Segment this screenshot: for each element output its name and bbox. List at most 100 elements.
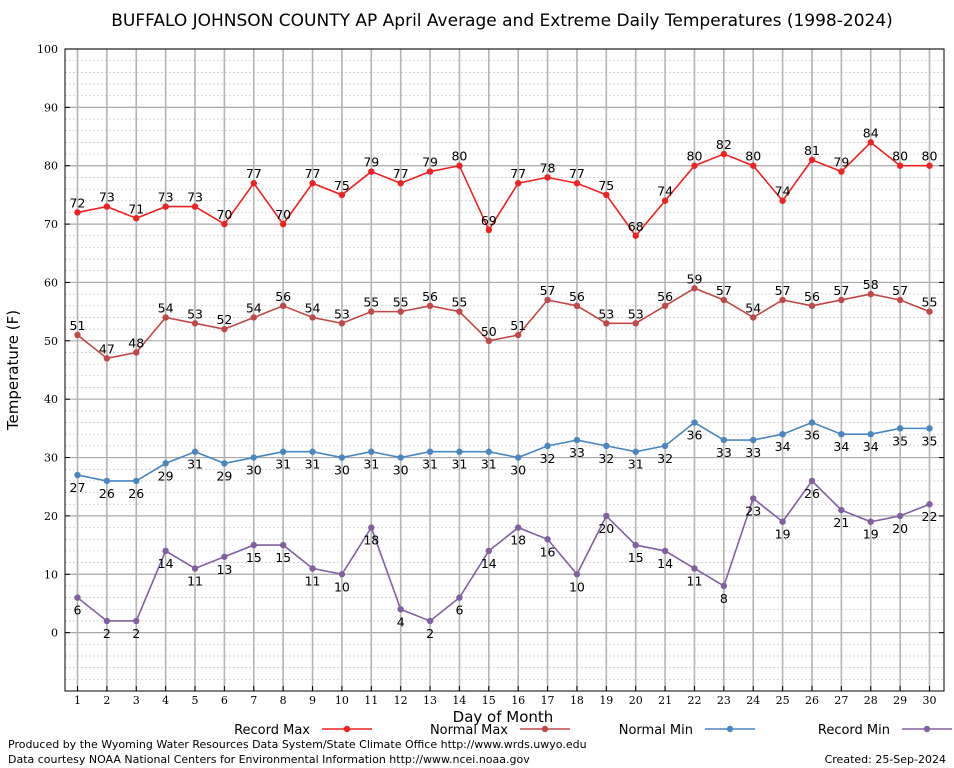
normal-min-point [544, 442, 551, 450]
normal-max-data-label: 47 [99, 341, 115, 356]
record-max-point [632, 232, 639, 239]
x-tick-label: 15 [482, 694, 496, 707]
normal-min-data-label: 35 [892, 433, 908, 448]
chart-title: BUFFALO JOHNSON COUNTY AP April Average … [111, 11, 893, 31]
normal-min-data-label: 33 [745, 445, 761, 460]
normal-min-data-label: 32 [598, 451, 614, 466]
y-axis-label: Temperature (F) [4, 310, 22, 431]
normal-min-line [77, 421, 930, 482]
footer-source: Data courtesy NOAA National Centers for … [8, 753, 530, 766]
normal-min-point [133, 477, 140, 485]
record-max-data-label: 69 [481, 213, 497, 228]
normal-max-point [191, 320, 199, 327]
record-min-data-label: 26 [804, 486, 820, 501]
record-min-data-label: 6 [455, 603, 463, 618]
normal-max-data-label: 57 [833, 283, 849, 298]
normal-max-point [573, 302, 581, 309]
normal-min-data-label: 32 [540, 451, 556, 466]
record-min-data-label: 23 [745, 503, 761, 518]
normal-min-point [779, 431, 786, 438]
normal-min-point [661, 442, 669, 450]
normal-min-data-label: 31 [305, 457, 321, 472]
record-max-point [426, 168, 434, 175]
x-tick-label: 14 [452, 694, 466, 707]
normal-min-point [309, 448, 316, 455]
normal-min-point [74, 471, 81, 479]
x-tick-label: 10 [335, 694, 349, 707]
record-max-data-label: 70 [216, 207, 232, 222]
record-max-point [926, 162, 933, 169]
normal-max-data-label: 52 [216, 312, 232, 327]
record-min-data-label: 2 [132, 626, 140, 641]
record-min-data-label: 18 [510, 533, 526, 548]
record-min-data-label: 4 [397, 614, 405, 629]
normal-max-data-label: 55 [393, 295, 409, 310]
record-max-point [838, 168, 845, 175]
record-max-data-label: 75 [598, 178, 614, 193]
normal-max-data-label: 58 [863, 277, 879, 292]
normal-min-data-label: 36 [804, 428, 820, 443]
normal-max-point [691, 285, 698, 292]
x-tick-label: 17 [541, 694, 555, 707]
normal-min-point [926, 425, 933, 432]
normal-max-point [133, 349, 140, 356]
normal-max-point [250, 314, 257, 321]
record-max-data-label: 73 [187, 190, 203, 205]
record-max-point [720, 150, 728, 158]
normal-max-data-label: 57 [775, 283, 791, 298]
legend-label-record-max: Record Max [234, 723, 310, 738]
normal-min-data-label: 26 [128, 486, 144, 501]
record-max-point [221, 220, 228, 228]
x-tick-label: 1 [74, 694, 81, 707]
normal-min-point [191, 448, 199, 455]
record-max-point [750, 162, 757, 169]
record-min-point [779, 518, 786, 525]
record-min-point [368, 524, 375, 531]
record-min-point [191, 565, 199, 572]
normal-min-data-label: 34 [833, 439, 849, 454]
record-min-point [250, 541, 257, 549]
normal-max-point [750, 314, 757, 321]
record-max-data-label: 77 [510, 166, 526, 181]
record-min-point [103, 617, 111, 625]
y-tick-label: 90 [44, 101, 58, 114]
normal-min-point [867, 431, 874, 438]
normal-max-point [397, 308, 404, 315]
normal-max-data-label: 51 [70, 318, 86, 333]
record-max-data-label: 80 [451, 149, 467, 164]
normal-max-data-label: 59 [687, 271, 703, 286]
normal-min-point [514, 454, 522, 461]
normal-min-point [720, 436, 728, 444]
record-max-data-label: 74 [657, 184, 673, 199]
normal-max-data-label: 53 [187, 306, 203, 321]
normal-max-point [426, 302, 434, 309]
normal-max-data-label: 54 [158, 300, 174, 315]
legend-marker-normal-min [726, 725, 734, 733]
record-min-data-label: 22 [922, 509, 938, 524]
record-min-point [603, 512, 610, 520]
record-max-data-label: 77 [305, 166, 321, 181]
record-min-data-label: 21 [833, 515, 849, 530]
normal-max-data-label: 56 [275, 289, 291, 304]
normal-min-data-label: 34 [775, 439, 791, 454]
record-min-point [514, 524, 522, 531]
record-max-data-label: 84 [863, 125, 879, 140]
normal-max-data-label: 57 [540, 283, 556, 298]
normal-min-data-label: 31 [275, 457, 291, 472]
normal-min-point [397, 454, 404, 461]
record-min-data-label: 15 [275, 550, 291, 565]
normal-min-data-label: 27 [70, 480, 86, 495]
normal-max-data-label: 55 [363, 295, 379, 310]
record-max-data-label: 80 [687, 149, 703, 164]
y-tick-label: 50 [44, 335, 58, 348]
record-max-point [103, 203, 111, 210]
normal-min-data-label: 30 [334, 463, 350, 478]
normal-min-point [456, 448, 463, 455]
record-min-data-label: 11 [687, 573, 703, 588]
x-tick-label: 28 [864, 694, 878, 707]
record-max-data-label: 80 [745, 149, 761, 164]
record-min-data-label: 2 [426, 626, 434, 641]
record-max-point [867, 139, 874, 146]
